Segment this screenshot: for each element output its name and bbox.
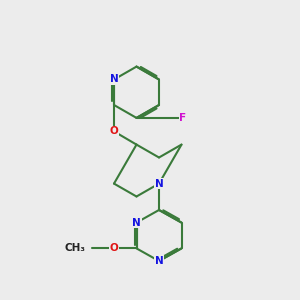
- Text: N: N: [110, 74, 118, 85]
- Text: CH₃: CH₃: [64, 243, 86, 254]
- Text: F: F: [179, 113, 187, 123]
- Text: O: O: [110, 126, 118, 136]
- Text: N: N: [132, 218, 141, 228]
- Text: O: O: [110, 243, 118, 254]
- Text: N: N: [154, 256, 164, 266]
- Text: N: N: [154, 178, 164, 189]
